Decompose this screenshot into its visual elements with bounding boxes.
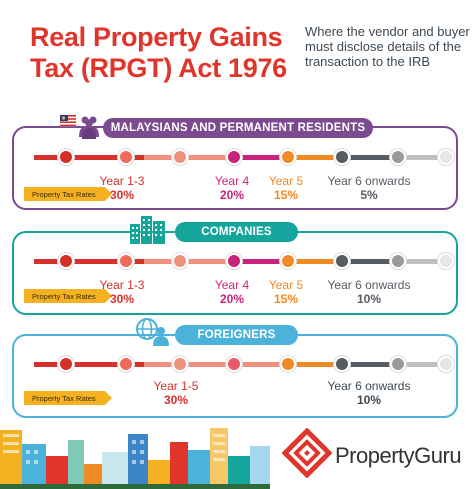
period-year-5: Year 5 15% bbox=[268, 174, 304, 202]
period-year-6-onwards: Year 6 onwards 10% bbox=[327, 278, 411, 306]
period-year-6-onwards: Year 6 onwards 5% bbox=[327, 174, 411, 202]
section-heading-foreigners: FOREIGNERS bbox=[175, 325, 298, 345]
section-malaysians: Property Tax Rates Year 1-3 30% Year 4 20%… bbox=[12, 126, 458, 210]
globe-person-icon bbox=[136, 318, 169, 346]
city-skyline-illustration bbox=[0, 428, 270, 489]
brand-name: PropertyGuru bbox=[335, 443, 462, 468]
section-heading-companies: COMPANIES bbox=[175, 222, 298, 242]
period-year-4: Year 4 20% bbox=[214, 174, 250, 202]
timeline-track bbox=[34, 252, 454, 270]
property-tax-rates-tag: Property Tax Rates bbox=[24, 391, 112, 405]
propertyguru-logo-icon bbox=[282, 428, 332, 478]
period-year-4: Year 4 20% bbox=[214, 278, 250, 306]
page-subtitle: Where the vendor and buyer must disclose… bbox=[305, 24, 470, 69]
buildings-icon bbox=[130, 216, 165, 244]
property-tax-rates-tag: Property Tax Rates bbox=[24, 289, 112, 303]
period-year-5: Year 5 15% bbox=[268, 278, 304, 306]
property-tax-rates-tag: Property Tax Rates bbox=[24, 187, 112, 201]
malaysia-flag-people-icon bbox=[60, 114, 99, 139]
section-heading-malaysians: MALAYSIANS AND PERMANENT RESIDENTS bbox=[103, 118, 373, 138]
timeline-track bbox=[34, 355, 454, 373]
period-year-6-onwards: Year 6 onwards 10% bbox=[327, 379, 411, 407]
period-year-1-3: Year 1-3 30% bbox=[99, 174, 145, 202]
period-year-1-5: Year 1-5 30% bbox=[153, 379, 199, 407]
period-year-1-3: Year 1-3 30% bbox=[99, 278, 145, 306]
section-foreigners: Property Tax Rates Year 1-5 30% Year 6 on… bbox=[12, 334, 458, 418]
page-title: Real Property Gains Tax (RPGT) Act 1976 bbox=[30, 22, 287, 83]
section-companies: Property Tax Rates Year 1-3 30% Year 4 20%… bbox=[12, 231, 458, 315]
timeline-track bbox=[34, 148, 454, 166]
